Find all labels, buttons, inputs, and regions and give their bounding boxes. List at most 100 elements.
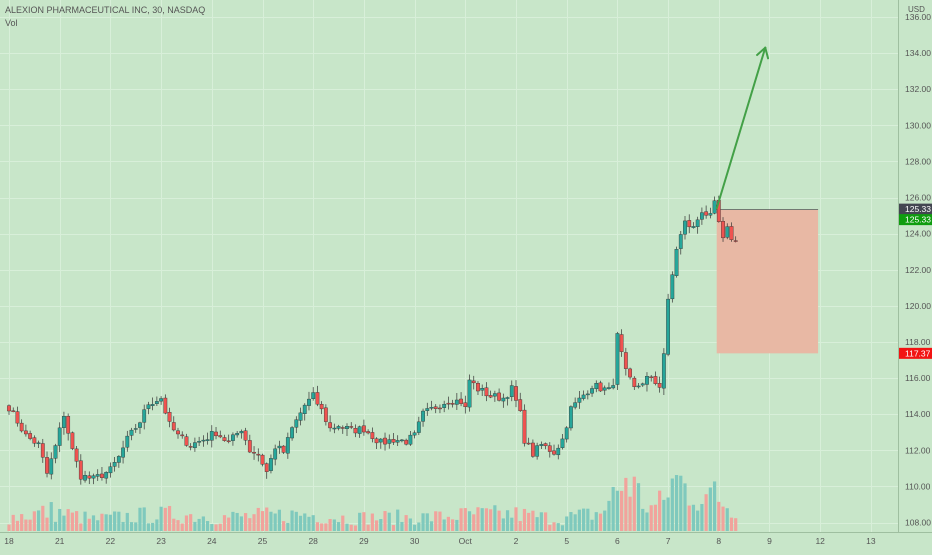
- candle-body: [188, 446, 193, 448]
- volume-bar: [11, 514, 15, 531]
- volume-bar: [691, 504, 696, 531]
- volume-bar: [670, 478, 674, 531]
- candle-body: [222, 437, 227, 441]
- candle-body: [649, 376, 654, 379]
- price-tick-label: 132.00: [905, 84, 931, 94]
- candle-body: [150, 404, 155, 406]
- time-tick-label: 13: [866, 536, 876, 546]
- volume-bar: [717, 501, 721, 531]
- candle-body: [505, 397, 510, 399]
- volume-bar: [505, 510, 510, 531]
- price-tick-label: 116.00: [905, 373, 931, 383]
- price-tick-label: 124.00: [905, 229, 931, 239]
- volume-bar: [704, 494, 708, 531]
- time-tick-label: 9: [767, 536, 772, 546]
- candle-body: [53, 445, 58, 459]
- volume-bar: [269, 511, 273, 531]
- candle-body: [260, 454, 265, 465]
- volume-bar: [442, 519, 446, 531]
- time-axis[interactable]: 18 21 22 23 24 25 28 29 30 Oct 2 5 6 7 8 9 12 13: [4, 536, 876, 546]
- candle-body: [104, 472, 109, 479]
- volume-bar: [320, 523, 324, 531]
- volume-bar: [15, 520, 20, 531]
- volume-bar: [413, 524, 417, 531]
- candle-body: [619, 334, 624, 352]
- candle-body: [636, 385, 641, 388]
- stop-loss-zone: [716, 209, 819, 354]
- volume-bar: [700, 504, 704, 531]
- candle-body: [285, 437, 290, 454]
- volume-bar: [349, 524, 353, 531]
- volume-bar: [286, 522, 290, 531]
- volume-bar: [518, 521, 522, 531]
- volume-bar: [476, 507, 480, 531]
- volume-bar: [712, 481, 717, 531]
- time-tick-label: 25: [258, 536, 268, 546]
- volume-bar: [290, 510, 294, 531]
- candle-body: [577, 397, 582, 403]
- price-label-text: 125.33: [905, 204, 931, 214]
- candlesticks: [7, 195, 738, 485]
- volume-bar: [446, 516, 450, 531]
- candle-body: [421, 410, 425, 422]
- candle-body: [412, 432, 417, 436]
- volume-bar: [28, 519, 32, 531]
- candle-body: [425, 408, 430, 411]
- volume-bar: [20, 514, 24, 531]
- candle-body: [197, 440, 202, 443]
- candle-body: [146, 404, 151, 409]
- volume-bar: [383, 511, 387, 531]
- candle-body: [509, 385, 514, 398]
- candle-body: [315, 392, 320, 405]
- volume-bar: [324, 523, 328, 531]
- volume-bar: [113, 511, 117, 531]
- price-label-tag: [899, 203, 932, 215]
- candle-body: [463, 402, 468, 408]
- candle-body: [247, 440, 252, 453]
- time-tick-label: 23: [156, 536, 166, 546]
- volume-bar: [108, 514, 112, 531]
- stop-zone-rect: [716, 209, 819, 354]
- candle-body: [454, 399, 459, 405]
- volume-bar: [189, 514, 193, 531]
- candle-body: [7, 405, 11, 412]
- candle-body: [302, 404, 307, 414]
- volume-bar: [387, 512, 391, 531]
- arrow-head: [756, 46, 767, 57]
- price-axis[interactable]: 108.00 110.00 112.00 114.00 116.00 118.00 120.…: [905, 12, 931, 528]
- candle-body: [661, 353, 666, 389]
- candle-body: [349, 426, 354, 428]
- volume-bar: [729, 517, 734, 531]
- volume-bar: [391, 525, 396, 531]
- candle-body: [442, 403, 447, 408]
- volume-bar: [197, 518, 201, 531]
- time-tick-label: 22: [106, 536, 116, 546]
- candle-body: [416, 421, 421, 433]
- candle-body: [564, 427, 569, 440]
- volume-bar: [214, 524, 218, 531]
- candle-body: [239, 431, 244, 434]
- volume-bar: [611, 486, 615, 531]
- candle-body: [598, 382, 603, 392]
- candle-body: [57, 427, 62, 446]
- candle-body: [159, 398, 163, 402]
- candle-body: [277, 445, 282, 449]
- candle-body: [395, 440, 400, 443]
- candle-body: [438, 407, 442, 410]
- time-tick-label: 5: [564, 536, 569, 546]
- volume-bar: [400, 521, 404, 531]
- volume-bar: [404, 515, 408, 531]
- candle-body: [387, 439, 392, 444]
- volume-bar: [231, 511, 235, 531]
- volume-bar: [649, 505, 653, 531]
- time-tick-label: 18: [4, 536, 14, 546]
- candle-body: [594, 383, 599, 390]
- volume-bar: [36, 510, 41, 531]
- volume-bar: [45, 517, 49, 531]
- volume-bar: [463, 508, 467, 531]
- volume-bar: [307, 516, 311, 531]
- candle-body: [108, 466, 113, 474]
- volume-bar: [282, 521, 286, 531]
